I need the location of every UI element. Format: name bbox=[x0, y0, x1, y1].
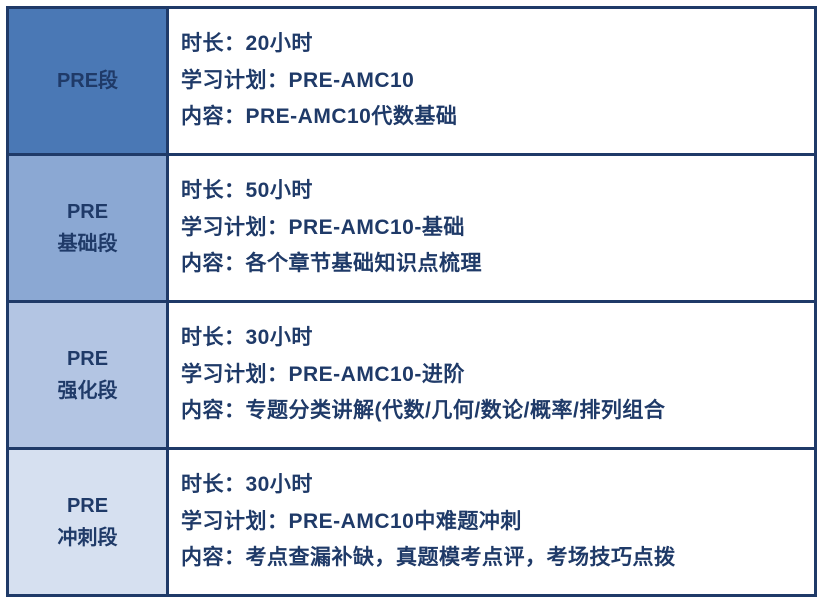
content-line-duration: 时长：30小时 bbox=[181, 467, 804, 504]
stage-label-cell: PRE 强化段 bbox=[8, 302, 168, 449]
stage-content-cell: 时长：20小时学习计划：PRE-AMC10内容：PRE-AMC10代数基础 bbox=[168, 8, 816, 155]
stage-content-cell: 时长：30小时学习计划：PRE-AMC10-进阶内容：专题分类讲解(代数/几何/… bbox=[168, 302, 816, 449]
content-value: 专题分类讲解(代数/几何/数论/概率/排列组合 bbox=[246, 399, 666, 422]
plan-value: PRE-AMC10中难题冲刺 bbox=[289, 510, 522, 533]
duration-label: 时长： bbox=[181, 179, 246, 202]
stage-label-text: PRE段 bbox=[57, 70, 118, 92]
duration-value: 30小时 bbox=[246, 473, 313, 496]
stage-label-text: 强化段 bbox=[58, 380, 118, 402]
stage-label-cell: PRE 基础段 bbox=[8, 155, 168, 302]
duration-value: 50小时 bbox=[246, 179, 313, 202]
table-body: PRE段时长：20小时学习计划：PRE-AMC10内容：PRE-AMC10代数基… bbox=[8, 8, 816, 596]
content-line-duration: 时长：50小时 bbox=[181, 173, 804, 210]
study-plan-table: PRE段时长：20小时学习计划：PRE-AMC10内容：PRE-AMC10代数基… bbox=[6, 6, 817, 597]
content-value: 各个章节基础知识点梳理 bbox=[246, 252, 483, 275]
content-line-plan: 学习计划：PRE-AMC10中难题冲刺 bbox=[181, 504, 804, 541]
duration-value: 30小时 bbox=[246, 326, 313, 349]
duration-label: 时长： bbox=[181, 473, 246, 496]
plan-label: 学习计划： bbox=[181, 69, 289, 92]
stage-label-cell: PRE段 bbox=[8, 8, 168, 155]
stage-label-text: 冲刺段 bbox=[58, 527, 118, 549]
content-line-duration: 时长：30小时 bbox=[181, 320, 804, 357]
content-line-content: 内容：考点查漏补缺，真题模考点评，考场技巧点拨 bbox=[181, 540, 804, 577]
content-line-content: 内容：各个章节基础知识点梳理 bbox=[181, 246, 804, 283]
plan-value: PRE-AMC10 bbox=[289, 69, 415, 92]
plan-value: PRE-AMC10-基础 bbox=[289, 216, 465, 239]
content-label: 内容： bbox=[181, 399, 246, 422]
duration-label: 时长： bbox=[181, 326, 246, 349]
content-line-content: 内容：专题分类讲解(代数/几何/数论/概率/排列组合 bbox=[181, 393, 804, 430]
stage-label-text: PRE bbox=[67, 201, 108, 223]
content-value: PRE-AMC10代数基础 bbox=[246, 105, 458, 128]
content-value: 考点查漏补缺，真题模考点评，考场技巧点拨 bbox=[246, 546, 676, 569]
stage-label-text: 基础段 bbox=[58, 233, 118, 255]
table-row: PRE基础段时长：50小时学习计划：PRE-AMC10-基础内容：各个章节基础知… bbox=[8, 155, 816, 302]
stage-content-cell: 时长：50小时学习计划：PRE-AMC10-基础内容：各个章节基础知识点梳理 bbox=[168, 155, 816, 302]
content-line-plan: 学习计划：PRE-AMC10 bbox=[181, 63, 804, 100]
stage-label-cell: PRE 冲刺段 bbox=[8, 449, 168, 596]
plan-value: PRE-AMC10-进阶 bbox=[289, 363, 465, 386]
content-line-plan: 学习计划：PRE-AMC10-进阶 bbox=[181, 357, 804, 394]
content-line-plan: 学习计划：PRE-AMC10-基础 bbox=[181, 210, 804, 247]
stage-label-text: PRE bbox=[67, 495, 108, 517]
content-line-duration: 时长：20小时 bbox=[181, 26, 804, 63]
table-row: PRE强化段时长：30小时学习计划：PRE-AMC10-进阶内容：专题分类讲解(… bbox=[8, 302, 816, 449]
stage-content-cell: 时长：30小时学习计划：PRE-AMC10中难题冲刺内容：考点查漏补缺，真题模考… bbox=[168, 449, 816, 596]
table-row: PRE段时长：20小时学习计划：PRE-AMC10内容：PRE-AMC10代数基… bbox=[8, 8, 816, 155]
content-label: 内容： bbox=[181, 546, 246, 569]
plan-label: 学习计划： bbox=[181, 510, 289, 533]
stage-label-text: PRE bbox=[67, 348, 108, 370]
duration-value: 20小时 bbox=[246, 32, 313, 55]
plan-label: 学习计划： bbox=[181, 216, 289, 239]
content-label: 内容： bbox=[181, 105, 246, 128]
content-label: 内容： bbox=[181, 252, 246, 275]
plan-label: 学习计划： bbox=[181, 363, 289, 386]
duration-label: 时长： bbox=[181, 32, 246, 55]
table-row: PRE冲刺段时长：30小时学习计划：PRE-AMC10中难题冲刺内容：考点查漏补… bbox=[8, 449, 816, 596]
content-line-content: 内容：PRE-AMC10代数基础 bbox=[181, 99, 804, 136]
